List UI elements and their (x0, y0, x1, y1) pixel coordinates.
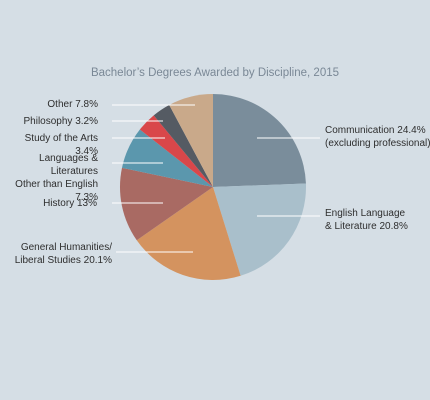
value-label: 7.8% (75, 99, 98, 110)
category-name: Languages & Literatures Other than Engli… (15, 153, 98, 190)
category-name: Communication (325, 125, 395, 136)
category-name: Other (47, 99, 73, 110)
category-name: History (43, 198, 75, 209)
value-label: 24.4% (397, 125, 426, 136)
slice-label: Communication 24.4% (excluding profession… (325, 124, 430, 150)
slice-label: Other 7.8% (47, 98, 98, 111)
value-label: 13% (76, 198, 97, 209)
pie-slice (153, 104, 213, 187)
category-name: General Humanities/ Liberal Studies (14, 242, 112, 266)
slice-label: Study of the Arts 3.4% (0, 132, 98, 158)
value-label: 7.3% (75, 192, 98, 203)
slice-label: History 13% (43, 197, 97, 210)
slice-label: English Language & Literature 20.8% (325, 207, 408, 233)
pie-slice (119, 167, 213, 241)
category-name: English Language & Literature (325, 208, 406, 232)
chart-title: Bachelor’s Degrees Awarded by Discipline… (90, 67, 340, 79)
pie-slice (136, 187, 241, 281)
pie-slice (121, 129, 213, 187)
value-label: 20.1% (83, 255, 112, 266)
value-label: 3.4% (75, 146, 98, 157)
pie-slice (169, 94, 213, 187)
slice-label: Philosophy 3.2% (24, 115, 99, 128)
slice-label: Languages & Literatures Other than Engli… (0, 152, 98, 204)
value-label: 20.8% (379, 221, 408, 232)
pie-slice (213, 183, 307, 276)
annotation: (excluding professional) (325, 138, 430, 149)
pie-slice (213, 94, 306, 187)
category-name: Study of the Arts (24, 133, 98, 144)
category-name: Philosophy (23, 116, 73, 127)
slice-label: General Humanities/ Liberal Studies 20.1… (15, 241, 112, 267)
pie-slice (139, 115, 213, 187)
value-label: 3.2% (75, 116, 98, 127)
